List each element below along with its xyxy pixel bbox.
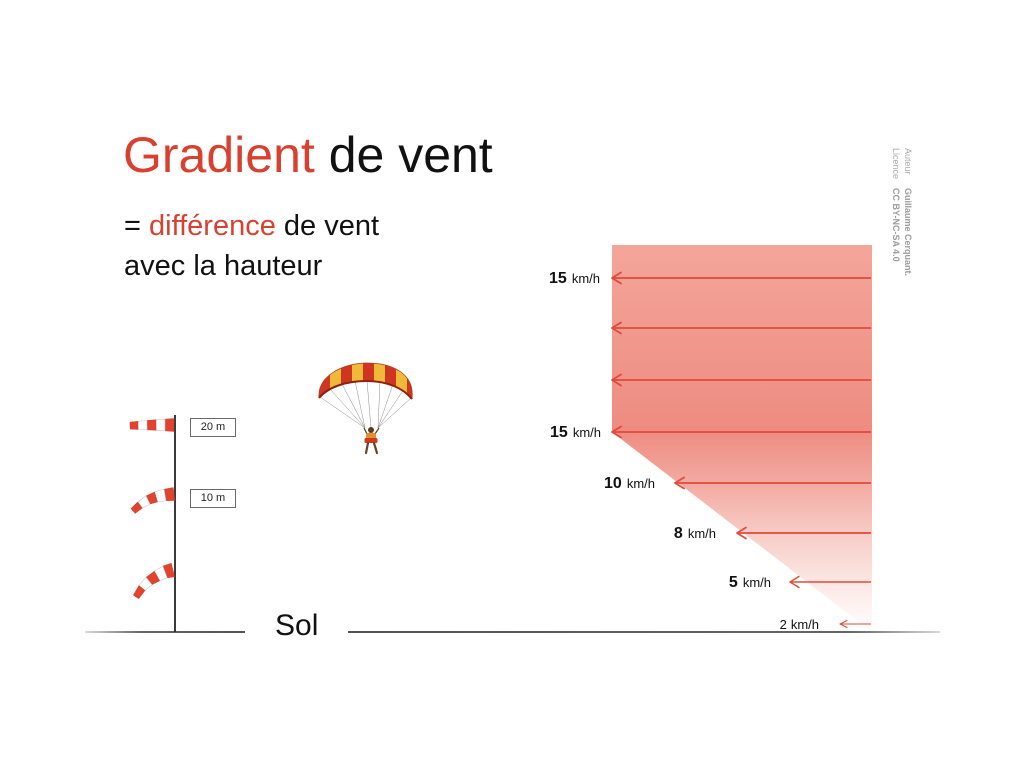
pilot-legs xyxy=(364,441,379,455)
wind-arrow-head xyxy=(674,476,685,490)
wind-arrow-head xyxy=(611,321,622,335)
windsock-10m-icon xyxy=(130,487,175,514)
wind-speed-unit: km/h xyxy=(743,575,771,590)
credits-author: Auteur Guillaume Cerquant. xyxy=(902,148,914,276)
wind-arrow: 8 km/h xyxy=(674,525,871,542)
credits: Auteur Guillaume Cerquant. Licence CC BY-N… xyxy=(890,148,914,276)
paraglider-trailing-edge xyxy=(318,379,413,400)
wind-speed-label: 10 km/h xyxy=(604,475,655,492)
wind-arrow: 15 km/h xyxy=(549,270,871,287)
paraglider-suspension-lines xyxy=(319,380,412,429)
ground-label: Sol xyxy=(275,609,319,642)
windsocks xyxy=(129,418,175,600)
wind-speed-unit: km/h xyxy=(573,425,601,440)
wind-speed-label: 15 km/h xyxy=(550,424,601,441)
license-label: Licence xyxy=(891,148,901,180)
wind-arrow-head xyxy=(839,620,848,628)
wind-speed-label: 15 km/h xyxy=(549,270,600,287)
author-name: Guillaume Cerquant. xyxy=(903,188,913,277)
pilot-head xyxy=(368,427,374,433)
wind-speed-unit: km/h xyxy=(572,271,600,286)
subtitle-equals: = xyxy=(124,210,141,242)
paraglider-icon xyxy=(318,362,413,455)
wind-speed-label: 2 km/h xyxy=(780,617,819,632)
wind-arrow-head xyxy=(611,271,622,285)
wind-arrow xyxy=(611,373,871,387)
wind-arrow: 10 km/h xyxy=(604,475,871,492)
wind-speed-unit: km/h xyxy=(627,476,655,491)
height-label-20m: 20 m xyxy=(190,418,236,437)
wind-arrow-head xyxy=(789,575,800,589)
credits-license: Licence CC BY-NC-SA 4.0 xyxy=(890,148,902,276)
license-name: CC BY-NC-SA 4.0 xyxy=(891,188,901,262)
windsock-stripe xyxy=(129,421,139,430)
windsock-stripe xyxy=(137,420,148,431)
wind-speed-label: 5 km/h xyxy=(729,574,771,591)
wind-speed-value: 5 xyxy=(729,574,738,591)
pilot-harness xyxy=(364,438,378,443)
pilot-arms xyxy=(363,427,380,435)
wind-speed-label: 8 km/h xyxy=(674,525,716,542)
wind-arrow-head xyxy=(611,425,622,439)
windsock-stripe xyxy=(164,418,175,432)
wind-arrow-head xyxy=(611,373,622,387)
windsock-stripe xyxy=(155,418,166,432)
wind-arrow: 2 km/h xyxy=(780,617,871,632)
wind-arrow: 5 km/h xyxy=(729,574,871,591)
wind-arrow: 15 km/h xyxy=(550,424,871,441)
wind-speed-value: 15 xyxy=(550,424,568,441)
windsock-20m-icon xyxy=(129,418,175,432)
windsock-stripe xyxy=(146,419,157,431)
wind-speed-value: 10 xyxy=(604,475,622,492)
subtitle-suffix: de vent xyxy=(283,210,380,242)
windsock-low-icon xyxy=(133,562,175,600)
author-label: Auteur xyxy=(903,148,913,175)
wind-arrows: 15 km/h 15 km/h 10 km/h 8 km/h 5 km/h 2 km/h xyxy=(549,270,871,632)
wind-speed-value: 15 xyxy=(549,270,567,287)
paraglider-leading-edge xyxy=(318,362,413,400)
subtitle-line-1: = différence de vent xyxy=(124,206,379,246)
wind-gradient-area xyxy=(612,245,872,632)
wind-speed-unit: km/h xyxy=(791,617,819,632)
wind-arrow xyxy=(611,321,871,335)
subtitle-highlight: différence xyxy=(149,210,276,242)
wind-speed-unit: km/h xyxy=(688,526,716,541)
windsock-stripe xyxy=(133,585,146,600)
title-rest: de vent xyxy=(328,127,493,183)
windsock-stripe xyxy=(130,501,143,514)
wind-speed-value: 8 xyxy=(674,525,683,542)
slide-title: Gradient de vent xyxy=(123,130,493,180)
height-label-10m: 10 m xyxy=(190,489,236,508)
title-highlight: Gradient xyxy=(123,127,315,183)
wind-speed-value: 2 xyxy=(780,617,787,632)
subtitle-line-2: avec la hauteur xyxy=(124,250,323,282)
slide-subtitle: = différence de vent avec la hauteur xyxy=(124,206,379,286)
wind-arrow-head xyxy=(736,526,747,540)
